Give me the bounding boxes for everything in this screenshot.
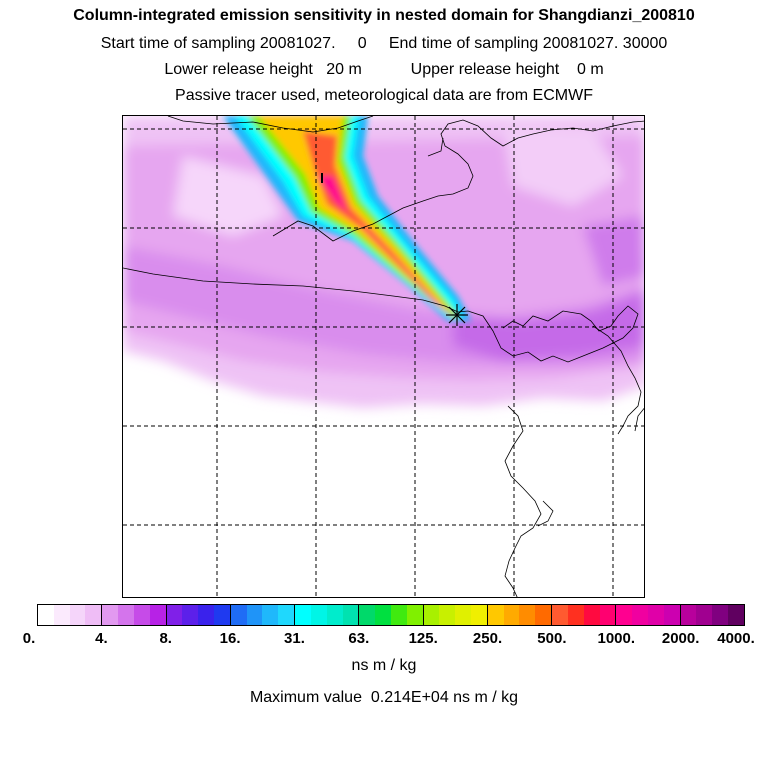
colorbar-tick-label: 31. <box>284 630 305 647</box>
release-height-line: Lower release height 20 m Upper release … <box>164 61 604 78</box>
colorbar-tick-label: 16. <box>219 630 241 647</box>
lat-lon-grid <box>123 116 644 597</box>
colorbar-color-step <box>53 605 70 625</box>
colorbar-segment <box>423 605 488 625</box>
colorbar-segment <box>295 605 360 625</box>
colorbar-color-step <box>85 605 102 625</box>
colorbar-segment <box>552 605 617 625</box>
colorbar-color-step <box>535 605 552 625</box>
colorbar-tick-label: 2000. <box>661 630 700 647</box>
emission-plume <box>223 116 471 321</box>
colorbar-color-step <box>118 605 134 625</box>
colorbar-segment <box>487 605 553 625</box>
maximum-value-label: Maximum value 0.214E+04 ns m / kg <box>249 689 519 706</box>
colorbar-color-step <box>696 605 713 625</box>
colorbar-color-step <box>342 605 359 625</box>
colorbar-color-step <box>359 605 376 625</box>
colorbar-segment <box>230 605 296 625</box>
colorbar-color-step <box>326 605 343 625</box>
colorbar-color-step <box>455 605 472 625</box>
colorbar-color-step <box>599 605 616 625</box>
colorbar-units: ns m / kg <box>351 657 417 674</box>
colorbar-segment <box>616 605 681 625</box>
colorbar-color-step <box>198 605 214 625</box>
colorbar-tick-label: 125. <box>408 630 438 647</box>
colorbar-tick-label: 63. <box>348 630 370 647</box>
colorbar <box>37 604 745 626</box>
colorbar-color-step <box>487 605 504 625</box>
colorbar-color-step <box>680 605 697 625</box>
colorbar-tick-label: 0. <box>22 630 36 647</box>
colorbar-tick-label: 4000. <box>717 630 755 647</box>
colorbar-color-step <box>728 605 744 625</box>
colorbar-tick-label: 1000. <box>597 630 636 647</box>
colorbar-color-step <box>503 605 520 625</box>
colorbar-segment <box>38 605 103 625</box>
colorbar-color-step <box>583 605 600 625</box>
colorbar-color-step <box>69 605 86 625</box>
colorbar-color-step <box>567 605 584 625</box>
colorbar-color-step <box>278 605 295 625</box>
map-panel <box>122 115 645 598</box>
colorbar-color-step <box>439 605 456 625</box>
colorbar-color-step <box>133 605 150 625</box>
colorbar-color-step <box>230 605 247 625</box>
colorbar-color-step <box>390 605 407 625</box>
colorbar-tick-label: 8. <box>159 630 172 647</box>
colorbar-segment <box>680 605 744 625</box>
colorbar-color-step <box>213 605 230 625</box>
colorbar-segment <box>166 605 231 625</box>
colorbar-color-step <box>632 605 649 625</box>
coastlines <box>123 116 644 597</box>
colorbar-color-step <box>166 605 183 625</box>
colorbar-color-step <box>295 605 311 625</box>
plot-title: Column-integrated emission sensitivity i… <box>73 7 695 24</box>
colorbar-tick-label: 500. <box>537 630 567 647</box>
colorbar-color-step <box>519 605 536 625</box>
colorbar-segment <box>359 605 424 625</box>
colorbar-tick-label: 4. <box>95 630 108 647</box>
colorbar-color-step <box>246 605 263 625</box>
colorbar-color-step <box>616 605 633 625</box>
colorbar-color-step <box>471 605 487 625</box>
colorbar-color-step <box>375 605 391 625</box>
colorbar-color-step <box>182 605 199 625</box>
tracer-info-line: Passive tracer used, meteorological data… <box>175 87 593 104</box>
colorbar-color-step <box>552 605 568 625</box>
colorbar-color-step <box>648 605 664 625</box>
colorbar-segment <box>102 605 167 625</box>
colorbar-color-step <box>712 605 729 625</box>
colorbar-color-step <box>406 605 423 625</box>
colorbar-color-step <box>310 605 327 625</box>
colorbar-color-step <box>262 605 279 625</box>
colorbar-color-step <box>38 605 54 625</box>
map-canvas <box>123 116 644 597</box>
colorbar-color-step <box>149 605 166 625</box>
colorbar-tick-label: 250. <box>472 630 503 647</box>
colorbar-color-step <box>102 605 119 625</box>
colorbar-color-step <box>423 605 440 625</box>
colorbar-color-step <box>663 605 680 625</box>
sampling-time-line: Start time of sampling 20081027. 0 End t… <box>100 35 668 52</box>
receptor-star-icon <box>446 304 468 326</box>
